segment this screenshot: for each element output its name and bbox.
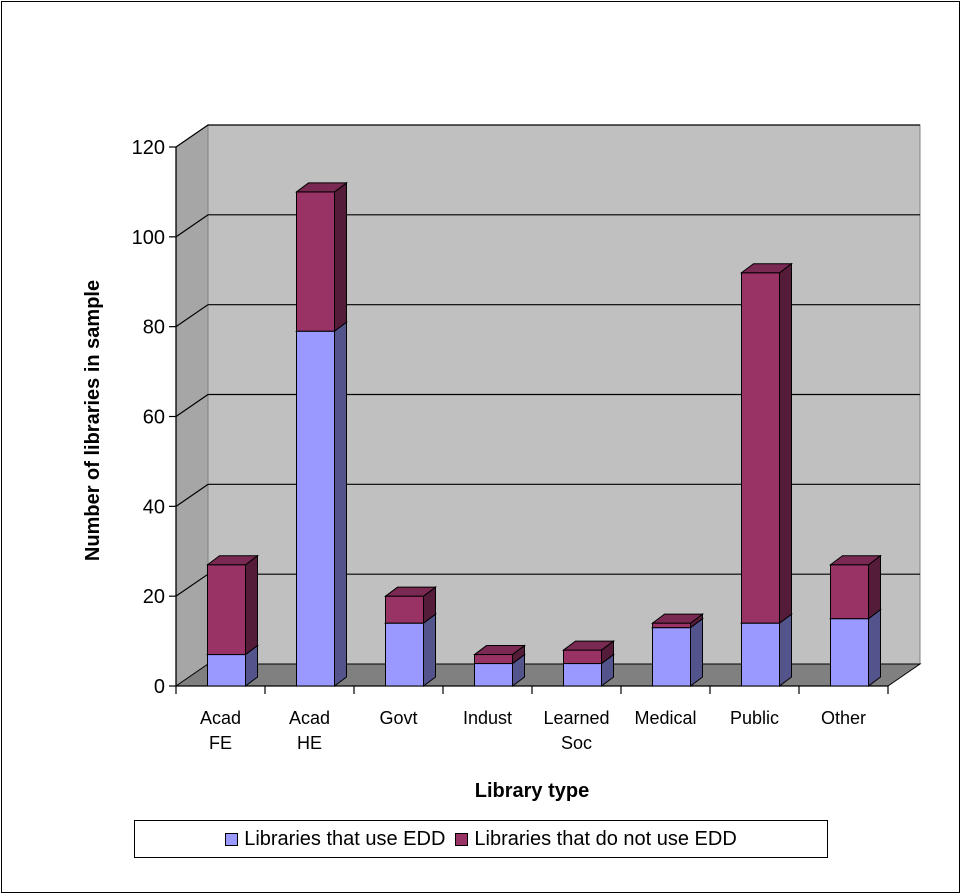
x-tick-label: Govt xyxy=(379,708,417,728)
gridline xyxy=(175,393,920,417)
bar-top xyxy=(206,555,259,566)
plot-walls xyxy=(174,124,922,687)
x-tick-label-line: Acad xyxy=(200,708,241,728)
bar-segment xyxy=(829,554,882,620)
bar-segment xyxy=(562,640,615,665)
bar-front xyxy=(830,564,869,620)
bar-front xyxy=(385,622,424,687)
x-tick-label: Indust xyxy=(463,708,512,728)
x-tick-label: Learned Soc xyxy=(543,708,609,753)
y-tick-label: 0 xyxy=(154,676,165,698)
gridline xyxy=(175,124,920,148)
y-tick-label: 100 xyxy=(132,227,165,249)
bar-top xyxy=(562,640,615,651)
gridlines xyxy=(175,124,920,597)
bar-front xyxy=(652,622,691,629)
bar-front xyxy=(207,564,246,656)
bar-side xyxy=(779,262,792,625)
bar-front xyxy=(563,649,602,665)
bar-side xyxy=(690,617,703,687)
bar-side xyxy=(868,608,881,687)
bar-front xyxy=(563,663,602,687)
y-axis-title: Number of libraries in sample xyxy=(82,280,104,561)
bar-side xyxy=(334,321,347,687)
bar-segment xyxy=(740,262,793,625)
bar-top xyxy=(651,613,704,624)
bar-side xyxy=(868,554,881,620)
bar-top xyxy=(740,263,793,274)
axis-labels: 0 20 40 60 80 100 120 Acad FE Acad HE Govt Indust Lea… xyxy=(132,137,866,753)
gridline xyxy=(175,483,920,507)
x-tick-label: Public xyxy=(730,708,779,728)
legend-item-use-edd: Libraries that use EDD xyxy=(225,828,445,851)
y-tick-label: 80 xyxy=(143,317,165,339)
bar-top xyxy=(384,586,437,597)
x-tick-label-line: FE xyxy=(209,733,232,753)
legend-label-use-edd: Libraries that use EDD xyxy=(244,827,446,850)
x-tick-label-line: Soc xyxy=(561,733,592,753)
x-tick-label-line: Learned xyxy=(543,708,609,728)
x-tick-label-line: Public xyxy=(730,708,779,728)
floor xyxy=(174,663,922,687)
bar-segment xyxy=(295,321,348,687)
y-tick-label: 40 xyxy=(143,496,165,518)
bar-top xyxy=(829,555,882,566)
bar-front xyxy=(296,191,335,332)
bars xyxy=(206,181,882,687)
gridline xyxy=(175,214,920,238)
x-tick-label-line: Govt xyxy=(379,708,417,728)
bar-front xyxy=(385,595,424,624)
y-tick-label: 60 xyxy=(143,407,165,429)
bar-segment xyxy=(740,613,793,687)
bar-front xyxy=(741,622,780,687)
bar-segment xyxy=(295,181,348,333)
legend: Libraries that use EDD Libraries that do… xyxy=(134,820,828,858)
bar-top xyxy=(295,182,348,193)
x-tick-label-line: Acad xyxy=(289,708,330,728)
x-tick-label: Acad HE xyxy=(289,708,330,753)
bar-segment xyxy=(473,644,526,665)
bar-segment xyxy=(829,608,882,687)
bar-front xyxy=(741,272,780,624)
bar-front xyxy=(830,618,869,687)
bar-front xyxy=(296,330,335,687)
x-tick-label-line: Medical xyxy=(634,708,696,728)
bar-front xyxy=(207,654,246,687)
x-axis-title: Library type xyxy=(475,780,589,802)
bar-top xyxy=(473,645,526,656)
bar-front xyxy=(652,627,691,687)
bar-side xyxy=(245,554,258,656)
x-tick-label-line: Other xyxy=(821,708,866,728)
bar-segment xyxy=(651,617,704,687)
y-tick-label: 120 xyxy=(132,137,165,159)
legend-swatch-not-use-edd xyxy=(455,832,469,846)
bar-segment xyxy=(651,613,704,629)
legend-label-not-use-edd: Libraries that do not use EDD xyxy=(474,827,737,850)
legend-swatch-use-edd xyxy=(225,832,239,846)
bar-front xyxy=(474,654,513,665)
y-tick-label: 20 xyxy=(143,586,165,608)
legend-item-not-use-edd: Libraries that do not use EDD xyxy=(455,827,737,851)
bar-side xyxy=(779,613,792,687)
bar-front xyxy=(474,663,513,687)
x-tick-label-line: HE xyxy=(297,733,322,753)
gridline xyxy=(175,304,920,328)
bar-segment xyxy=(206,554,259,656)
bar-segment xyxy=(384,586,437,625)
x-tick-label-line: Indust xyxy=(463,708,512,728)
x-tick-label: Acad FE xyxy=(200,708,241,753)
x-tick-label: Other xyxy=(821,708,866,728)
x-tick-label: Medical xyxy=(634,708,696,728)
bar-segment xyxy=(384,613,437,687)
bar-side xyxy=(423,613,436,687)
bar-side xyxy=(334,181,347,333)
